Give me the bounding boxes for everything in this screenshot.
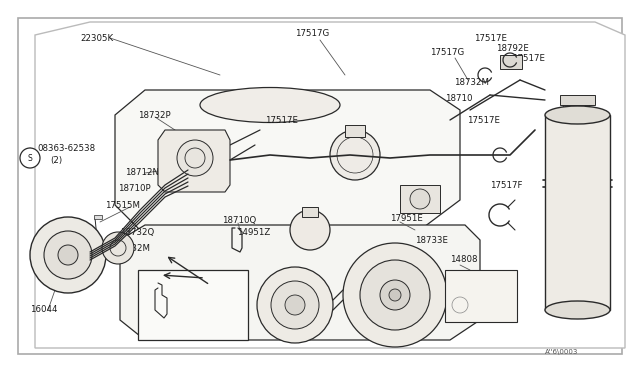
Circle shape <box>271 281 319 329</box>
Circle shape <box>30 217 106 293</box>
Text: 17951E: 17951E <box>370 250 403 260</box>
Text: 08363-62538: 08363-62538 <box>37 144 95 153</box>
Polygon shape <box>115 90 460 230</box>
Text: 18712N: 18712N <box>125 167 159 176</box>
Text: 14951Z: 14951Z <box>180 288 213 296</box>
Text: AIR CON: AIR CON <box>188 273 225 282</box>
Text: 14950: 14950 <box>547 190 574 199</box>
Polygon shape <box>35 22 625 348</box>
Ellipse shape <box>545 301 610 319</box>
Text: 17517G: 17517G <box>430 48 464 57</box>
Circle shape <box>285 295 305 315</box>
Circle shape <box>380 280 410 310</box>
Circle shape <box>410 189 430 209</box>
Text: 18710: 18710 <box>445 93 472 103</box>
Text: S: S <box>28 154 33 163</box>
Circle shape <box>58 245 78 265</box>
Text: 18792E: 18792E <box>496 44 529 52</box>
Text: 16044: 16044 <box>30 305 58 314</box>
Bar <box>500 55 522 69</box>
Text: 18732P: 18732P <box>138 110 171 119</box>
Circle shape <box>257 267 333 343</box>
Circle shape <box>389 289 401 301</box>
Text: 22305K: 22305K <box>80 33 113 42</box>
Polygon shape <box>18 18 622 354</box>
Text: 18732M: 18732M <box>115 244 150 253</box>
Text: 18710Q: 18710Q <box>222 215 256 224</box>
Bar <box>545 115 610 310</box>
Text: 17517E: 17517E <box>474 33 507 42</box>
Circle shape <box>343 243 447 347</box>
Text: (2): (2) <box>50 155 62 164</box>
Bar <box>94 215 102 219</box>
Bar <box>560 95 595 105</box>
Ellipse shape <box>545 106 610 124</box>
Text: 17517E: 17517E <box>265 115 298 125</box>
Text: 18733E: 18733E <box>415 235 448 244</box>
Text: 14808: 14808 <box>450 256 477 264</box>
Bar <box>400 185 440 213</box>
Circle shape <box>102 232 134 264</box>
Circle shape <box>44 231 92 279</box>
Circle shape <box>330 130 380 180</box>
Polygon shape <box>158 130 230 192</box>
Circle shape <box>20 148 40 168</box>
Polygon shape <box>120 225 480 340</box>
Text: 17515M: 17515M <box>105 201 140 209</box>
Bar <box>345 125 365 137</box>
Text: 17951E: 17951E <box>390 214 423 222</box>
Text: 17517E: 17517E <box>467 115 500 125</box>
Bar <box>445 270 517 322</box>
Text: 14951Z: 14951Z <box>237 228 270 237</box>
Text: 18710P: 18710P <box>118 183 150 192</box>
Bar <box>138 270 248 340</box>
Text: 17517E: 17517E <box>512 54 545 62</box>
Circle shape <box>177 140 213 176</box>
Ellipse shape <box>200 87 340 122</box>
Bar <box>302 207 318 217</box>
Text: 18732Q: 18732Q <box>120 228 154 237</box>
Circle shape <box>360 260 430 330</box>
Text: 17517F: 17517F <box>490 180 522 189</box>
Text: 18732M: 18732M <box>454 77 489 87</box>
Text: 17517G: 17517G <box>295 29 329 38</box>
Text: A''6\0003: A''6\0003 <box>545 349 579 355</box>
Circle shape <box>290 210 330 250</box>
